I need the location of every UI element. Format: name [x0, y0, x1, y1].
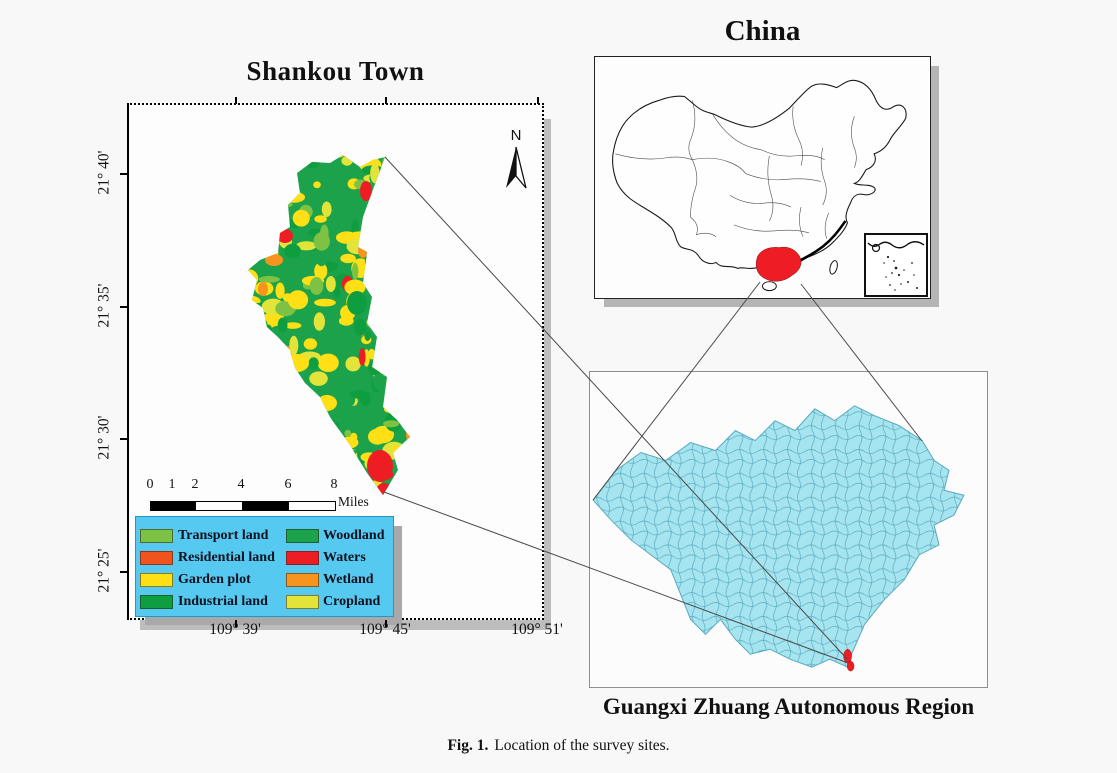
- taiwan-island: [829, 260, 838, 275]
- north-arrow: N: [501, 127, 531, 199]
- caption-label: Fig. 1.: [447, 737, 489, 754]
- legend-label: Transport land: [178, 528, 269, 543]
- scalebar-tick: 0: [146, 477, 154, 492]
- shankou-map-title: Shankou Town: [246, 56, 425, 86]
- legend-swatch-garden: [140, 573, 173, 587]
- legend-swatch-woodland: [286, 529, 319, 543]
- legend-label: Garden plot: [178, 572, 251, 587]
- legend-label: Waters: [323, 550, 366, 565]
- north-label: N: [510, 127, 522, 144]
- guangxi-highlight: [755, 246, 802, 282]
- legend-label: Residential land: [178, 550, 275, 565]
- x-axis-label: 109° 51': [511, 621, 563, 638]
- legend-label: Industrial land: [178, 594, 268, 609]
- x-axis-label: 109° 39': [209, 621, 261, 638]
- legend-swatch-waters: [286, 551, 319, 565]
- scalebar-tick: 2: [191, 477, 199, 492]
- legend-label: Cropland: [323, 594, 381, 609]
- caption-text: Location of the survey sites.: [494, 737, 670, 754]
- scalebar-unit: Miles: [338, 494, 369, 509]
- china-map-title: China: [724, 15, 801, 47]
- legend-swatch-industrial: [140, 595, 173, 609]
- x-axis-label: 109° 45': [359, 621, 411, 638]
- south-china-sea-inset: [864, 233, 928, 297]
- legend-swatch-cropland: [286, 595, 319, 609]
- y-axis-label: 21° 30': [95, 415, 113, 460]
- landuse-legend: Transport land Residential land Garden p…: [135, 516, 394, 617]
- legend-swatch-wetland: [286, 573, 319, 587]
- y-axis-label: 21° 35': [95, 283, 113, 328]
- legend-label: Woodland: [323, 528, 385, 543]
- shankou-map-frame: N 0 1 2 4 6 8 Miles Transport la: [120, 97, 544, 627]
- y-axis-label: 21° 25': [95, 548, 113, 593]
- legend-label: Wetland: [323, 572, 374, 587]
- scalebar-tick: 6: [284, 477, 292, 492]
- island-dots: [883, 255, 918, 291]
- scalebar-tick: 4: [237, 477, 245, 492]
- north-arrow-icon: [506, 146, 527, 189]
- county-borders-texture: [593, 405, 964, 668]
- figure-caption: Fig. 1. Location of the survey sites.: [0, 737, 1117, 755]
- scalebar-tick: 1: [168, 477, 176, 492]
- china-outline: [612, 79, 907, 270]
- y-axis-label: 21° 40': [95, 150, 113, 195]
- legend-swatch-transport: [140, 529, 173, 543]
- guangxi-map: [592, 405, 965, 672]
- scale-bar: [150, 501, 336, 511]
- guangxi-map-title: Guangxi Zhuang Autonomous Region: [602, 694, 975, 719]
- china-map-frame: [594, 56, 931, 299]
- guangxi-map-frame: [589, 371, 988, 688]
- legend-swatch-residential: [140, 551, 173, 565]
- scalebar-tick: 8: [330, 477, 338, 492]
- hainan-island: [762, 281, 777, 292]
